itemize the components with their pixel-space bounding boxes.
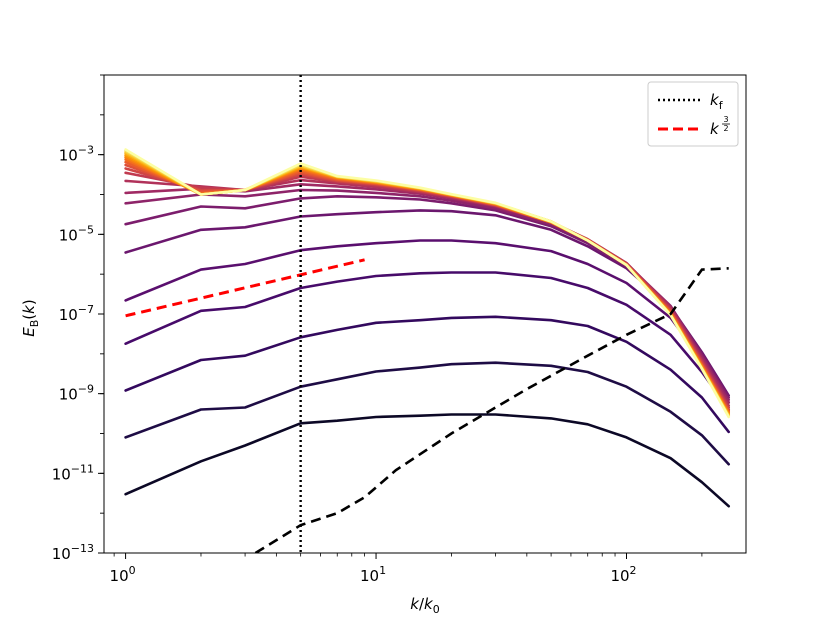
x-tick-label: 100 — [110, 564, 136, 585]
y-tick-label: 10−13 — [52, 542, 94, 563]
y-tick-label: 10−3 — [59, 144, 94, 165]
series-line-t13 — [124, 163, 731, 412]
series-layer — [124, 148, 731, 508]
y-tick-label: 10−9 — [59, 383, 94, 404]
x-tick-label: 101 — [360, 564, 386, 585]
series-line-t21 — [124, 148, 731, 419]
y-tick-label: 10−5 — [59, 223, 94, 244]
x-axis-label: k/k0 — [410, 595, 439, 616]
series-line-t4 — [124, 271, 731, 411]
series-line-t8 — [124, 188, 731, 402]
y-tick-label: 10−7 — [59, 303, 94, 324]
x-axis: 100 101 102 — [110, 553, 703, 585]
x-tick-label: 102 — [610, 564, 636, 585]
y-axis: 10−13 10−11 10−9 10−7 10−5 10−3 — [52, 74, 104, 563]
series-line-t1 — [124, 413, 731, 508]
k-three-halves-reference-line — [125, 258, 365, 318]
series-line-t5 — [124, 239, 731, 404]
black-dashed-curve — [254, 267, 729, 553]
legend-box — [647, 81, 739, 147]
legend-k32-exponent-den: 2 — [723, 124, 728, 133]
series-line-t2 — [124, 361, 731, 466]
y-axis-label: EB(k) — [20, 299, 41, 336]
legend-k32-exponent-num: 3 — [723, 115, 728, 124]
series-line-t3 — [124, 315, 731, 434]
legend: kf k 3 2 — [647, 81, 739, 147]
legend-k32-label: k — [710, 120, 720, 138]
y-tick-label: 10−11 — [52, 462, 94, 483]
plot-frame — [103, 74, 747, 554]
series-line-t12 — [124, 167, 731, 411]
overlay-layer — [125, 75, 729, 553]
legend-kf-label: kf — [710, 91, 724, 112]
